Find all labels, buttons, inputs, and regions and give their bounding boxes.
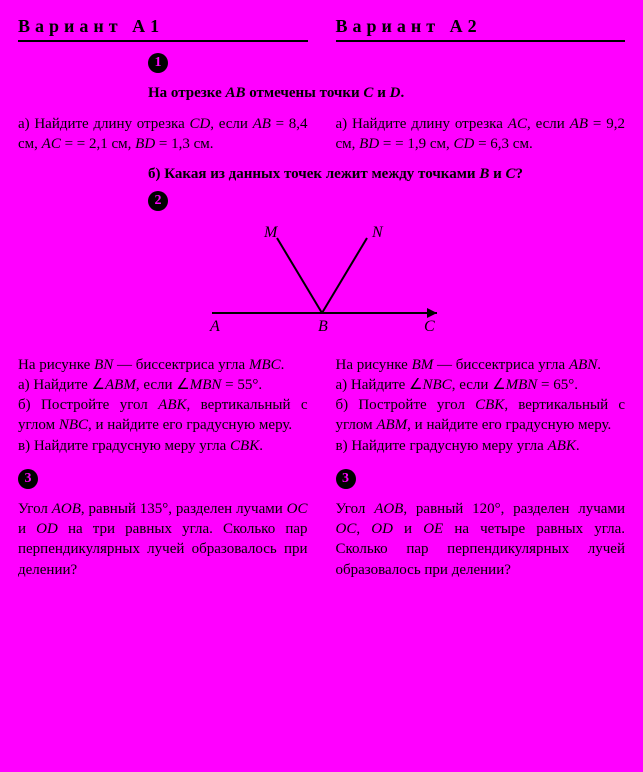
q1-intro: На отрезке AB отмечены точки C и D. [148, 83, 475, 103]
q3-a2: Угол AOB, равный 120°, раз­делен лучами … [336, 499, 626, 580]
q1-a1: а) Найдите длину отрезка CD, если AB = 8… [18, 114, 308, 155]
q1-number: 1 [148, 53, 168, 73]
fig-label-c: C [424, 318, 435, 335]
variant-a1-title: Вариант А1 [18, 14, 308, 42]
variant-a2-title: Вариант А2 [336, 14, 626, 42]
q3-number-right: 3 [336, 469, 356, 489]
q1-header: 1 На отрезке AB отмечены точки C и D. [148, 52, 475, 103]
q3-a1: Угол AOB, равный 135°, разделен лучами O… [18, 499, 308, 580]
fig-label-n: N [371, 224, 384, 241]
fig-label-a: A [209, 318, 220, 335]
q2-text-row: На рисунке BN — биссектри­са угла MBC.а)… [18, 355, 625, 456]
q1-a-row: а) Найдите длину отрезка CD, если AB = 8… [18, 114, 625, 159]
fig-label-b: B [318, 318, 328, 335]
q1-a2: а) Найдите длину отрезка AC, если AB = 9… [336, 114, 626, 155]
q3-number-left: 3 [18, 469, 38, 489]
angle-figure-svg: M N A B C [192, 223, 452, 338]
q2-a2: На рисунке BM — биссектри­са угла ABN.а)… [336, 355, 626, 456]
title-row: Вариант А1 Вариант А2 [18, 14, 625, 48]
q3-row: 3 Угол AOB, равный 135°, разделен лучами… [18, 468, 625, 580]
q2-figure: M N A B C [18, 223, 625, 344]
fig-label-m: M [263, 224, 279, 241]
q2-number: 2 [148, 191, 168, 211]
q1-b: б) Какая из данных точек лежит между точ… [148, 164, 525, 184]
q2-a1: На рисунке BN — биссектри­са угла MBC.а)… [18, 355, 308, 456]
q2-header: 2 [148, 190, 475, 217]
